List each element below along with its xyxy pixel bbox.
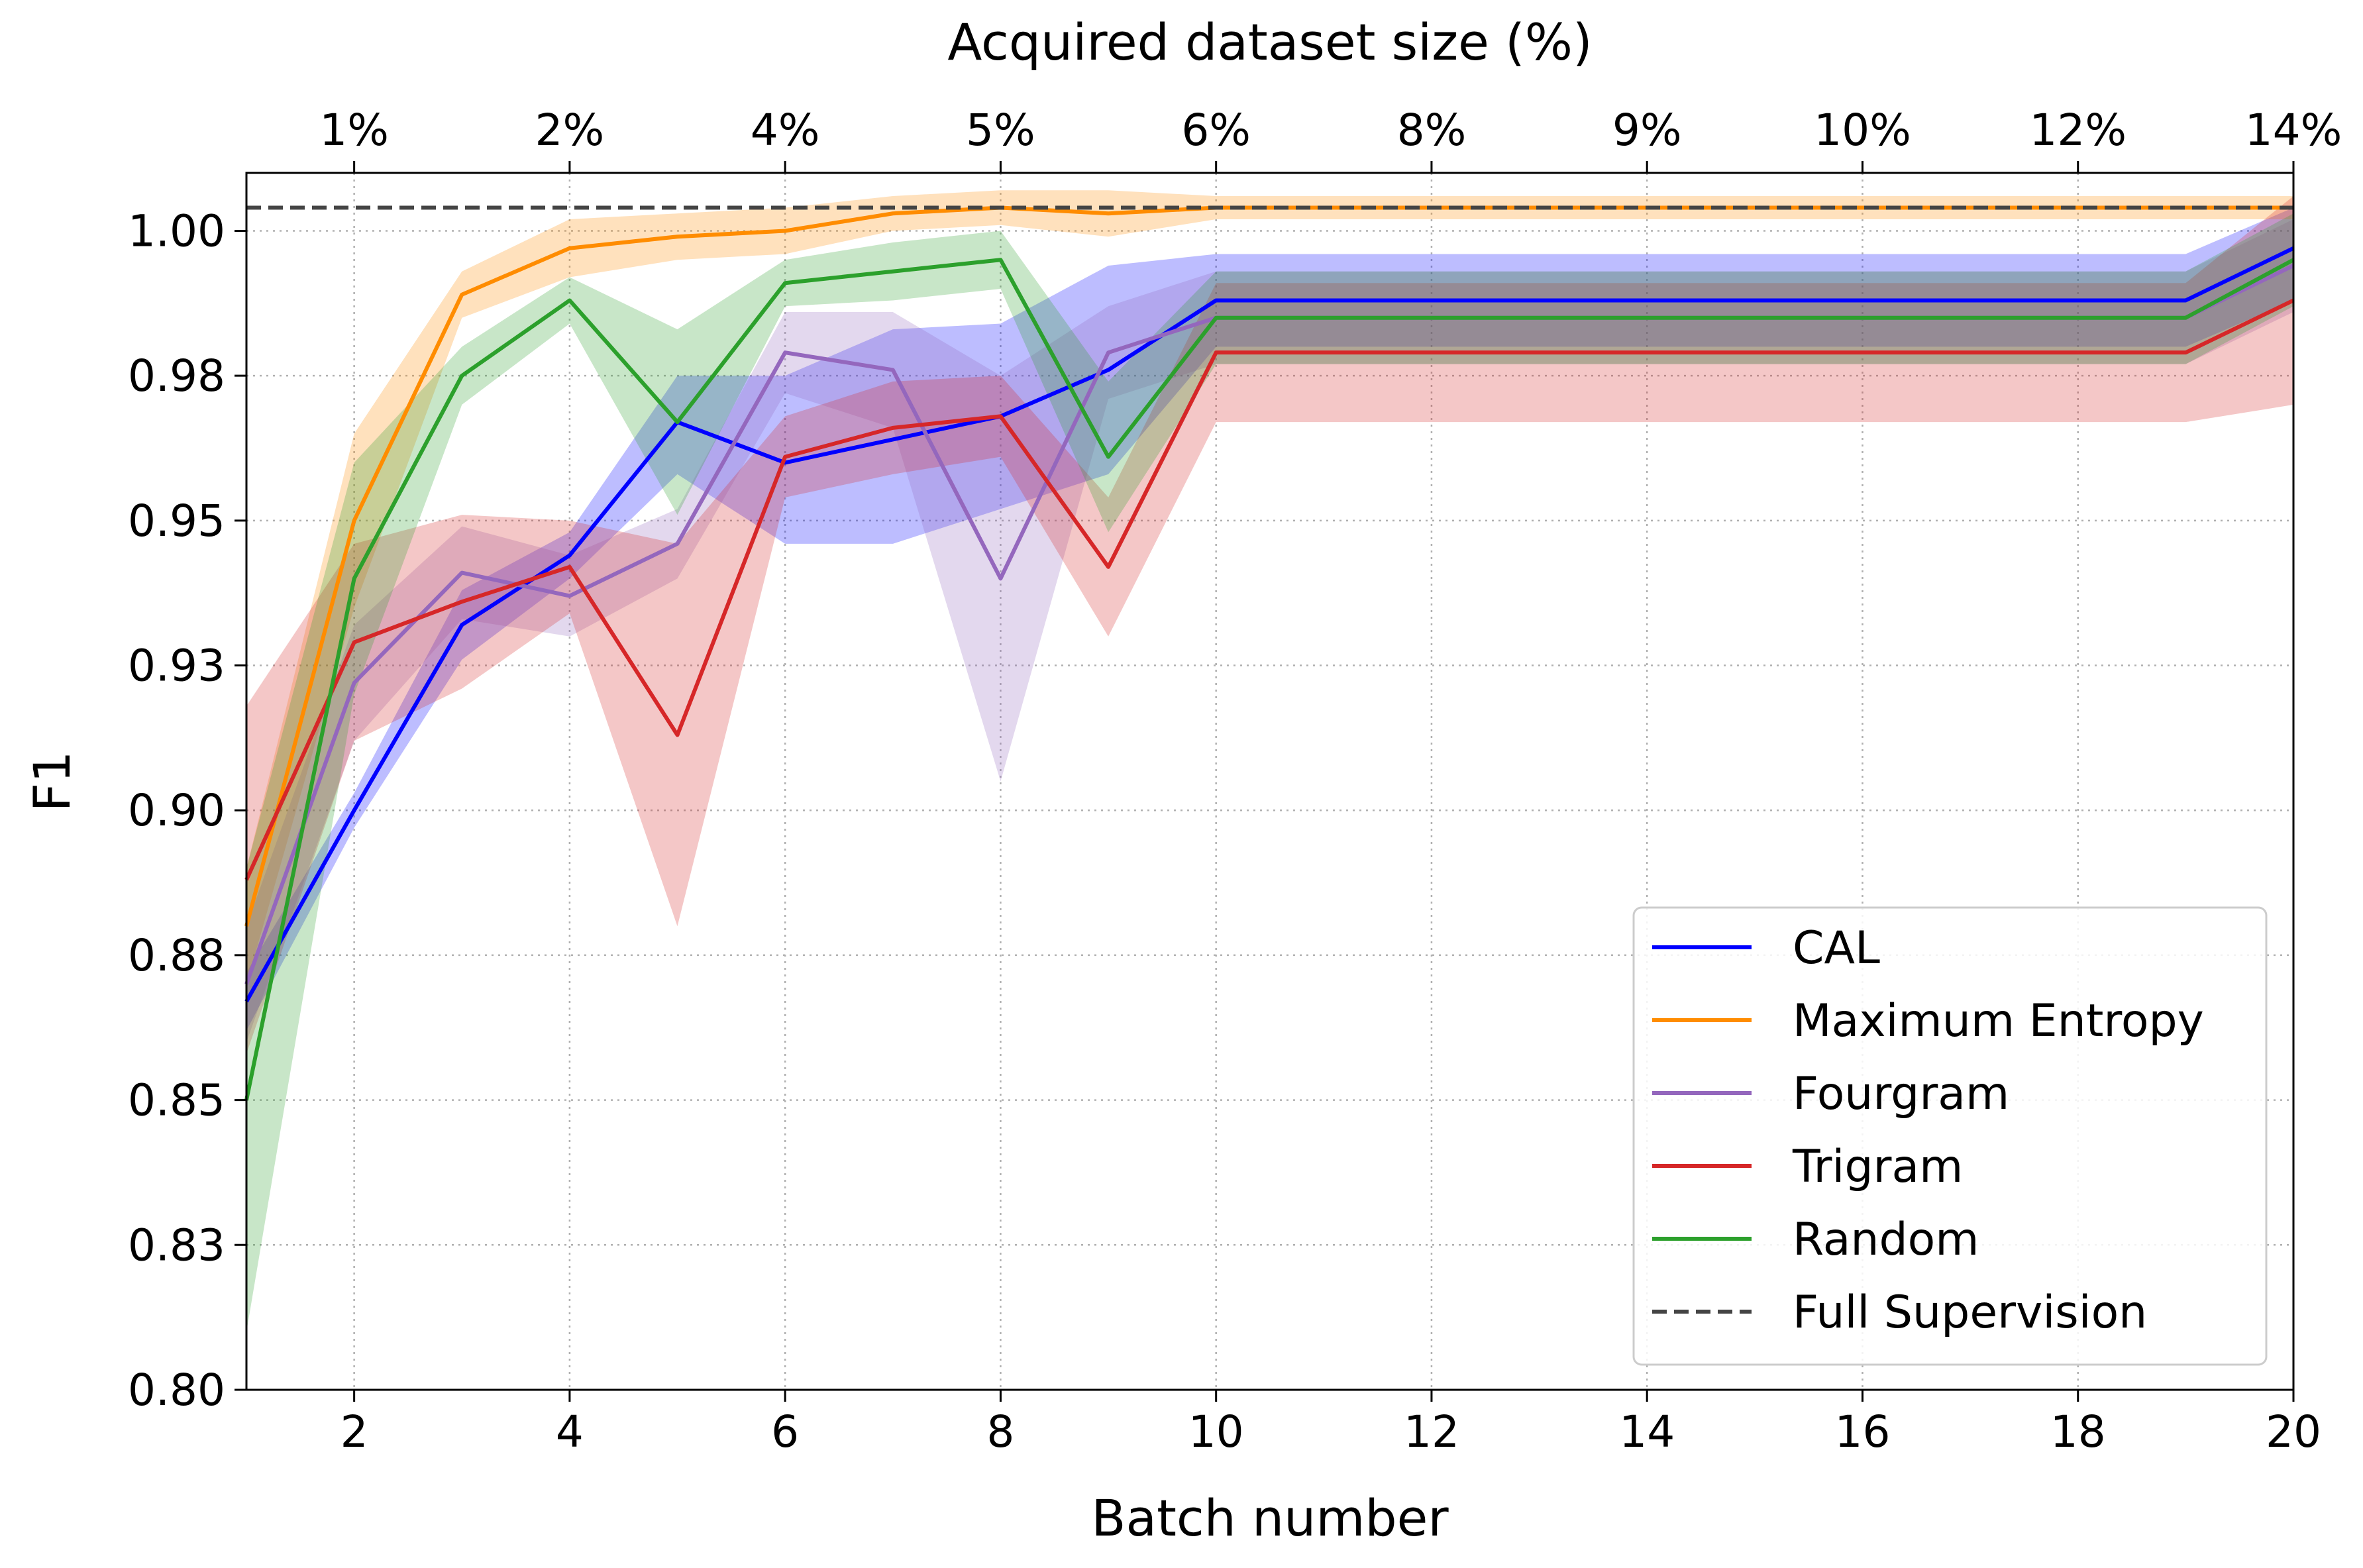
axis-ticks: 2 4 6 8 10 12 14 16 18 20 0.80 0.83 0.85 0.88 0.90 0.93… <box>128 105 2342 1457</box>
y-tick-label: 0.90 <box>128 785 225 836</box>
legend: CAL Maximum Entropy Fourgram Trigram Random F… <box>1632 906 2268 1366</box>
legend-label: Full Supervision <box>1793 1286 2147 1339</box>
top-tick-label: 5% <box>966 105 1035 156</box>
y-tick-label: 0.83 <box>128 1220 225 1271</box>
series-lines <box>244 205 2295 1101</box>
top-axis-title: Acquired dataset size (%) <box>947 13 1592 72</box>
confidence-band <box>246 195 2293 1054</box>
plot-frame <box>245 172 2295 1391</box>
y-axis-title: F1 <box>23 751 81 811</box>
confidence-band <box>246 219 2293 1043</box>
y-tick-label: 0.85 <box>128 1075 225 1126</box>
top-tick-label: 9% <box>1612 105 1682 156</box>
y-tick-label: 0.98 <box>128 350 225 401</box>
x-tick-label: 14 <box>1619 1406 1675 1457</box>
x-axis-title: Batch number <box>1091 1489 1449 1547</box>
legend-label: Random <box>1793 1214 1979 1266</box>
confidence-band <box>246 207 2293 1031</box>
top-tick-label: 12% <box>2029 105 2127 156</box>
y-tick-label: 1.00 <box>128 205 225 256</box>
top-tick-label: 4% <box>751 105 820 156</box>
series-line <box>244 258 2295 1101</box>
legend-label: Fourgram <box>1793 1068 2009 1120</box>
top-tick-label: 2% <box>535 105 605 156</box>
y-tick-label: 0.88 <box>128 930 225 981</box>
top-tick-label: 1% <box>319 105 389 156</box>
legend-label: Trigram <box>1792 1141 1963 1193</box>
x-tick-label: 16 <box>1834 1406 1890 1457</box>
x-tick-label: 12 <box>1404 1406 1459 1457</box>
x-tick-label: 2 <box>341 1406 368 1457</box>
top-tick-label: 10% <box>1814 105 1911 156</box>
x-tick-label: 8 <box>986 1406 1014 1457</box>
legend-label: CAL <box>1793 922 1880 974</box>
top-tick-label: 8% <box>1397 105 1467 156</box>
top-tick-label: 6% <box>1181 105 1251 156</box>
x-tick-label: 10 <box>1188 1406 1244 1457</box>
x-tick-label: 18 <box>2050 1406 2106 1457</box>
legend-label: Maximum Entropy <box>1793 995 2204 1047</box>
confidence-bands <box>246 190 2293 1332</box>
legend-box <box>1632 906 2268 1366</box>
confidence-band <box>246 213 2293 1332</box>
y-tick-label: 0.80 <box>128 1365 225 1416</box>
series-line <box>244 298 2295 881</box>
series-line <box>244 246 2295 1003</box>
x-tick-label: 6 <box>771 1406 799 1457</box>
y-tick-label: 0.93 <box>128 641 225 692</box>
x-tick-label: 20 <box>2266 1406 2321 1457</box>
top-tick-label: 14% <box>2245 105 2342 156</box>
y-tick-label: 0.95 <box>128 496 225 547</box>
x-tick-label: 4 <box>556 1406 584 1457</box>
